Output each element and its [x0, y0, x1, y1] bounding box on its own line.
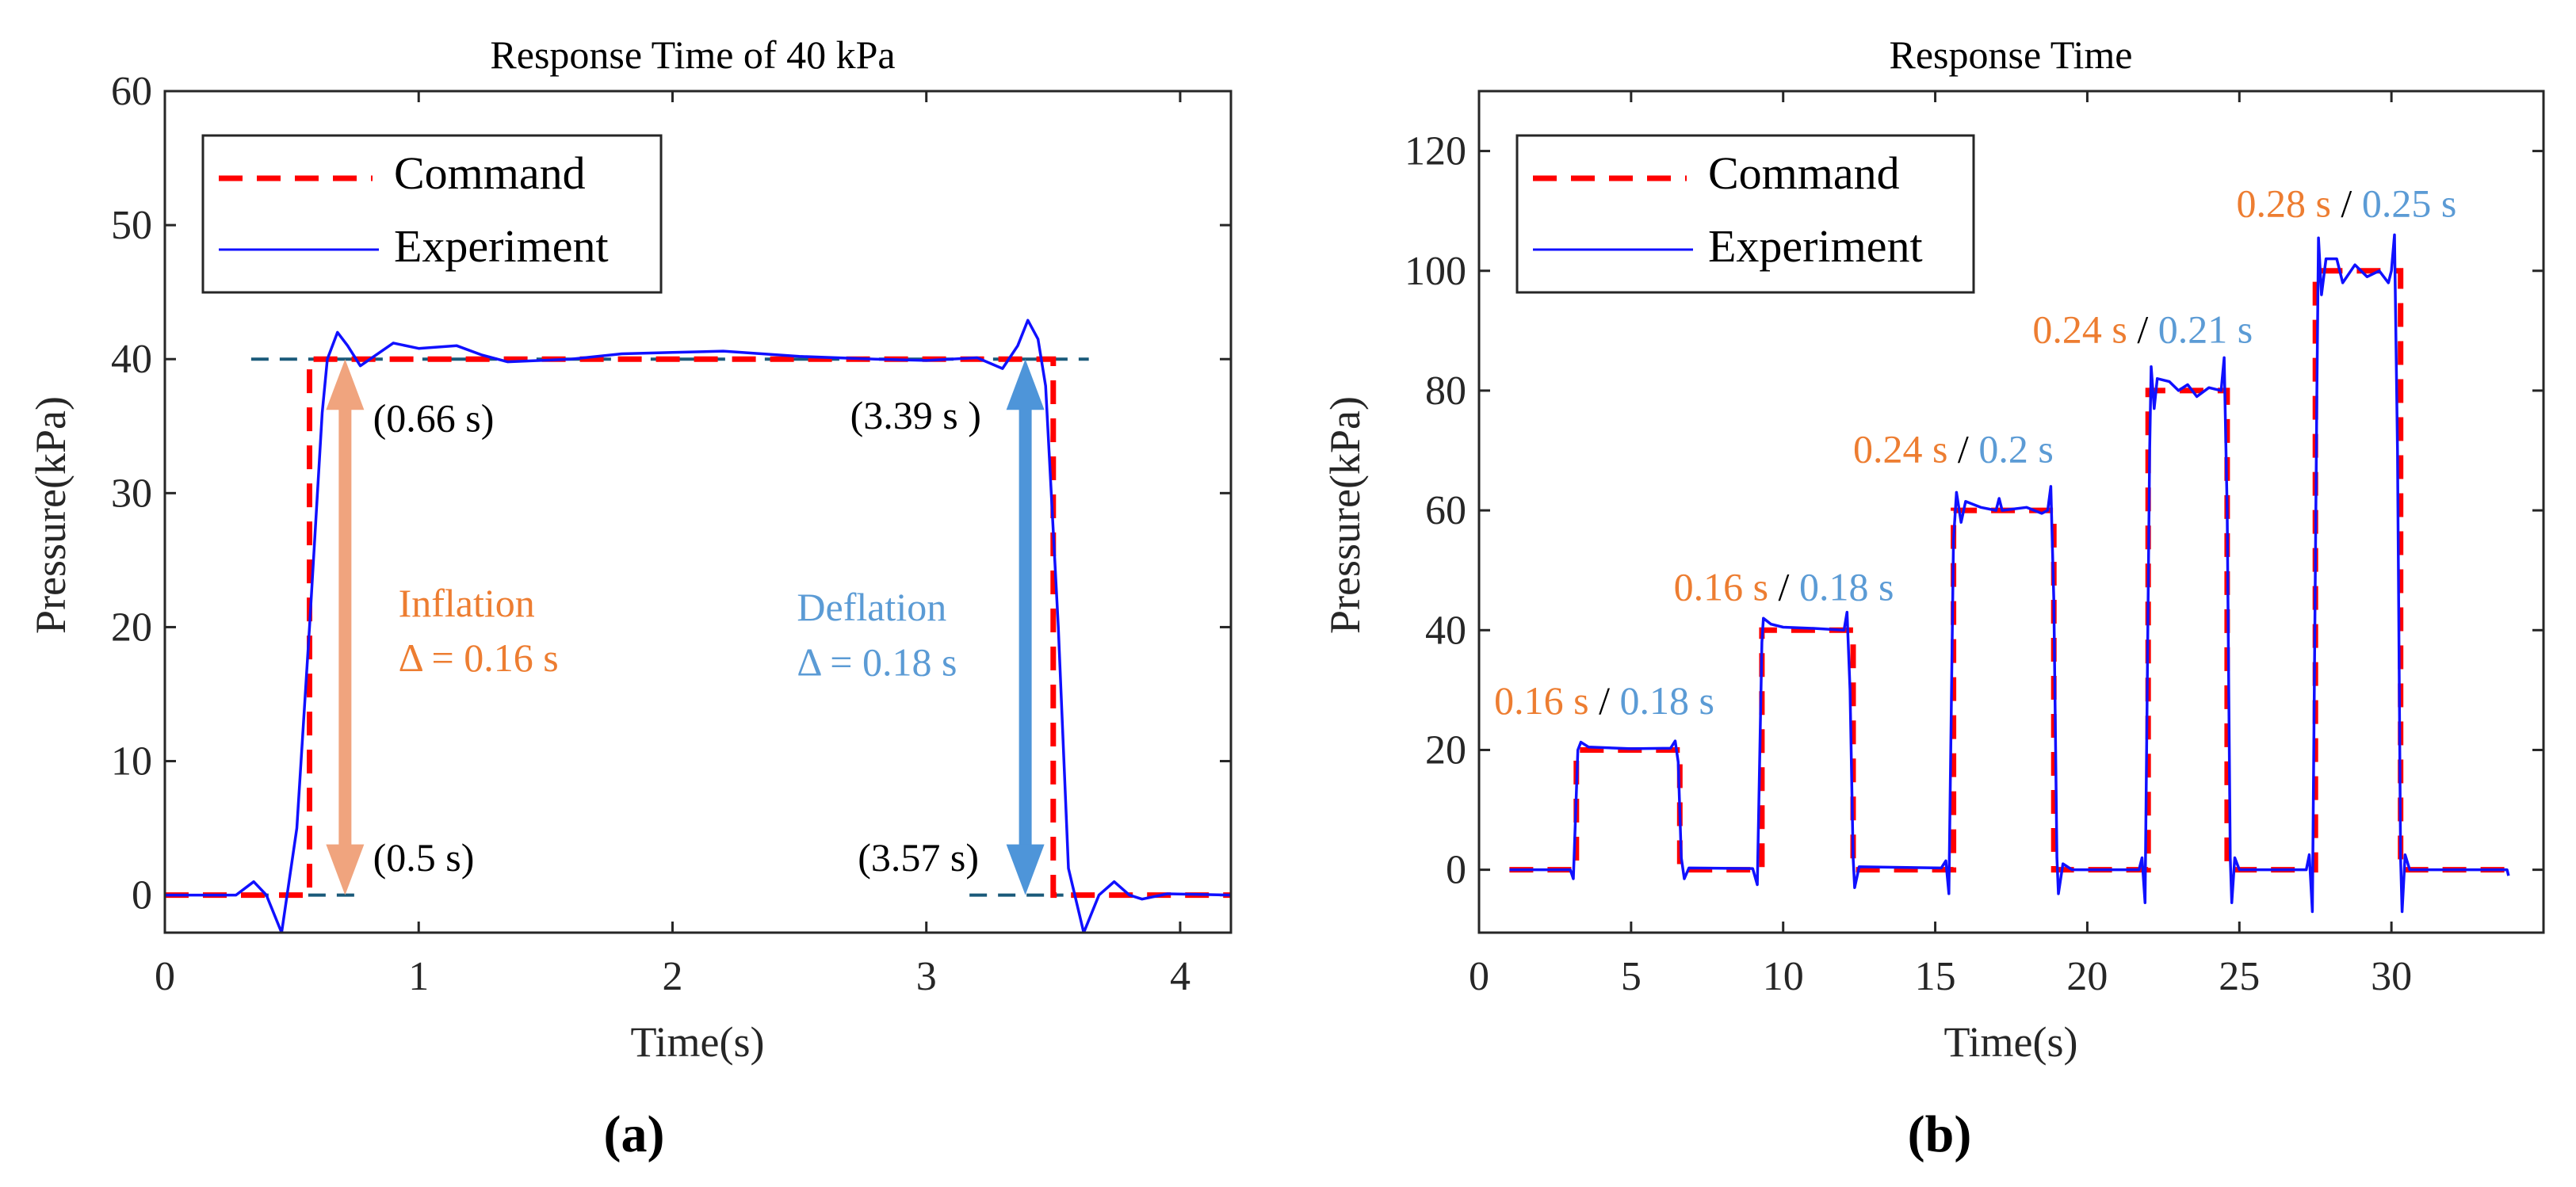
- y-tick-label: 100: [1405, 249, 1466, 294]
- separator: /: [2331, 181, 2362, 226]
- y-tick-label: 40: [1425, 608, 1466, 653]
- y-tick-label: 40: [111, 337, 152, 382]
- panel-a: Response Time of 40 kPa Time(s) Pressure…: [27, 32, 1233, 1163]
- y-tick-label: 30: [111, 471, 152, 516]
- panel-label: (a): [604, 1105, 665, 1163]
- x-tick-label: 25: [2219, 954, 2260, 999]
- deflation-arrow-head-down: [1006, 844, 1045, 895]
- inflation-time: 0.24 s: [1853, 427, 1947, 471]
- y-tick-label: 120: [1405, 129, 1466, 174]
- annotation: (0.5 s): [373, 835, 475, 880]
- separator: /: [1589, 678, 1620, 723]
- x-tick-label: 30: [2371, 954, 2412, 999]
- x-axis-label: Time(s): [630, 1018, 764, 1066]
- inflation-time: 0.24 s: [2032, 307, 2127, 351]
- step-response-label: 0.16 s / 0.18 s: [1494, 678, 1714, 723]
- legend-experiment-label: Experiment: [1708, 220, 1923, 272]
- y-tick-label: 60: [111, 69, 152, 114]
- annotation: Δ = 0.18 s: [797, 639, 957, 684]
- separator: /: [1768, 564, 1799, 609]
- step-response-label: 0.28 s / 0.25 s: [2236, 181, 2456, 226]
- plot-area: [1509, 233, 2510, 914]
- series-experiment-line: [1509, 233, 2510, 914]
- y-tick-label: 0: [1446, 848, 1466, 893]
- x-tick-label: 0: [155, 954, 175, 999]
- annotation: Inflation: [399, 581, 535, 625]
- x-tick-label: 0: [1469, 954, 1489, 999]
- y-tick-label: 60: [1425, 488, 1466, 533]
- y-axis-label: Pressure(kPa): [27, 396, 75, 634]
- inflation-arrow-head-up: [326, 359, 365, 410]
- plot-area: [165, 319, 1231, 933]
- series-experiment-line: [165, 319, 1231, 933]
- deflation-arrow-head-up: [1006, 359, 1045, 410]
- axes-frame: [163, 90, 1233, 934]
- inflation-arrow-head-down: [326, 844, 365, 895]
- y-axis-label: Pressure(kPa): [1321, 396, 1369, 634]
- series-command-line: [165, 356, 1231, 899]
- separator: /: [2127, 307, 2158, 351]
- panel-label: (b): [1908, 1105, 1972, 1163]
- x-tick-label: 1: [408, 954, 429, 999]
- x-tick-label: 10: [1763, 954, 1804, 999]
- inflation-time: 0.28 s: [2236, 181, 2330, 226]
- panel-b: Response Time Time(s) Pressure(kPa) (b) …: [1321, 32, 2545, 1163]
- series-command-line: [1509, 268, 2507, 873]
- legend: Command Experiment: [201, 134, 663, 294]
- y-tick-label: 80: [1425, 368, 1466, 414]
- deflation-time: 0.21 s: [2158, 307, 2253, 351]
- step-response-label: 0.24 s / 0.2 s: [1853, 427, 2054, 471]
- y-tick-label: 0: [132, 873, 152, 918]
- x-axis-label: Time(s): [1943, 1018, 2077, 1066]
- annotation: Δ = 0.16 s: [399, 635, 559, 680]
- legend-command-label: Command: [1708, 147, 1900, 199]
- annotation: (0.66 s): [373, 396, 495, 441]
- annotation: (3.39 s ): [850, 393, 981, 437]
- x-tick-label: 2: [662, 954, 682, 999]
- legend-command-label: Command: [394, 147, 586, 199]
- deflation-time: 0.25 s: [2362, 181, 2456, 226]
- chart-title: Response Time: [1889, 32, 2132, 77]
- x-tick-label: 15: [1915, 954, 1956, 999]
- chart-title: Response Time of 40 kPa: [490, 32, 895, 77]
- x-tick-label: 5: [1621, 954, 1642, 999]
- x-tick-label: 3: [916, 954, 937, 999]
- inflation-time: 0.16 s: [1494, 678, 1588, 723]
- legend: Command Experiment: [1515, 134, 1975, 294]
- deflation-time: 0.18 s: [1799, 564, 1894, 609]
- inflation-time: 0.16 s: [1674, 564, 1768, 609]
- y-tick-label: 20: [111, 605, 152, 650]
- step-response-label: 0.24 s / 0.21 s: [2032, 307, 2253, 351]
- deflation-time: 0.2 s: [1978, 427, 2053, 471]
- legend-experiment-label: Experiment: [394, 220, 609, 272]
- annotation: Deflation: [797, 585, 946, 629]
- annotation: (3.57 s): [858, 835, 979, 880]
- y-tick-label: 50: [111, 203, 152, 248]
- deflation-time: 0.18 s: [1620, 678, 1714, 723]
- y-tick-label: 10: [111, 739, 152, 784]
- axes-frame: [1477, 90, 2545, 934]
- x-tick-label: 4: [1170, 954, 1191, 999]
- separator: /: [1947, 427, 1978, 471]
- step-response-label: 0.16 s / 0.18 s: [1674, 564, 1894, 609]
- y-tick-label: 20: [1425, 727, 1466, 773]
- x-tick-label: 20: [2066, 954, 2108, 999]
